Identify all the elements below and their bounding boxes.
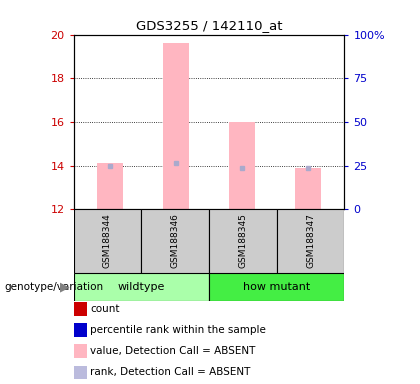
Text: ▶: ▶	[60, 281, 70, 293]
Bar	[74, 209, 141, 273]
Bar	[163, 43, 189, 209]
Text: percentile rank within the sample: percentile rank within the sample	[90, 325, 266, 335]
Text: GSM188345: GSM188345	[238, 214, 247, 268]
Bar	[277, 209, 344, 273]
Bar	[74, 273, 209, 301]
Text: how mutant: how mutant	[243, 282, 310, 292]
Text: genotype/variation: genotype/variation	[4, 282, 103, 292]
Bar	[97, 164, 123, 209]
Text: wildtype: wildtype	[118, 282, 165, 292]
Text: count: count	[90, 304, 120, 314]
Title: GDS3255 / 142110_at: GDS3255 / 142110_at	[136, 19, 282, 32]
Bar	[209, 209, 277, 273]
Bar	[209, 273, 344, 301]
Text: GSM188344: GSM188344	[103, 214, 112, 268]
Text: GSM188346: GSM188346	[171, 214, 180, 268]
Text: rank, Detection Call = ABSENT: rank, Detection Call = ABSENT	[90, 367, 251, 377]
Bar	[141, 209, 209, 273]
Text: GSM188347: GSM188347	[306, 214, 315, 268]
Text: value, Detection Call = ABSENT: value, Detection Call = ABSENT	[90, 346, 256, 356]
Bar	[295, 168, 321, 209]
Bar	[229, 122, 255, 209]
